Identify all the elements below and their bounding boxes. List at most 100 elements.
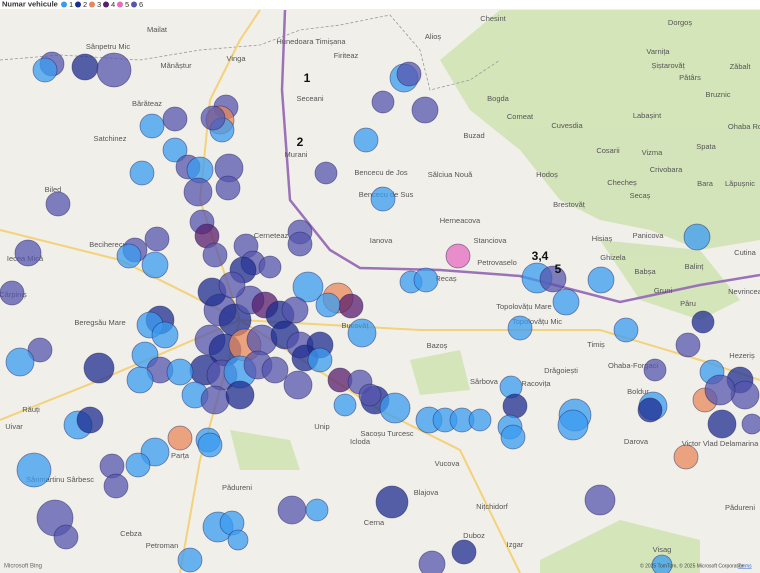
bubble [126, 366, 154, 394]
bubble [741, 413, 760, 435]
bubble [183, 177, 213, 207]
bubble [32, 57, 58, 83]
place-label: Zăbalt [730, 62, 752, 71]
legend-bar [0, 0, 760, 9]
bubble [637, 397, 663, 423]
bubbles [0, 51, 760, 573]
bubble [707, 409, 737, 439]
bubble [27, 337, 53, 363]
place-labels: Chesint Dorgoș Mailat Hunedoara Timișana Ali… [0, 14, 760, 554]
place-label: Topolovățu Mic [512, 317, 562, 326]
place-label: Herneacova [440, 216, 481, 225]
place-label: Cosarii [596, 146, 620, 155]
place-label: Pâru [680, 299, 696, 308]
place-label: Uivar [5, 422, 23, 431]
bubble [358, 383, 382, 407]
bubble [333, 393, 357, 417]
place-label: Firiteaz [334, 51, 359, 60]
bubble [691, 310, 715, 334]
bubble [643, 358, 667, 382]
bubble [125, 452, 151, 478]
bubble [353, 127, 379, 153]
bubble [218, 271, 246, 299]
bubble [418, 550, 446, 573]
place-label: Secaș [630, 191, 651, 200]
legend-label: 1 [69, 0, 73, 9]
place-label: Pădureni [725, 503, 755, 512]
bubble [552, 288, 580, 316]
bubble [379, 392, 411, 424]
bubble [0, 280, 25, 306]
bubble [584, 484, 616, 516]
place-label: Ohaba Ro [728, 122, 760, 131]
place-label: Cuvesdia [551, 121, 583, 130]
bubble [539, 265, 567, 293]
bubble [225, 380, 255, 410]
place-label: Icloda [350, 437, 371, 446]
place-label: Lăpușnic [725, 179, 755, 188]
place-label: Darova [624, 437, 649, 446]
place-label: Brestovăț [553, 200, 586, 209]
bubble [71, 53, 99, 81]
annotation: 1 [304, 71, 311, 85]
place-label: Hisiaș [592, 234, 613, 243]
place-label: Nevrincea [728, 287, 760, 296]
place-label: Checheș [607, 178, 637, 187]
place-label: Mailat [147, 25, 168, 34]
place-label: Seceani [296, 94, 323, 103]
bubble [200, 385, 230, 415]
place-label: Sacoșu Turcesc [360, 429, 414, 438]
place-label: Babșa [634, 267, 656, 276]
terms-link[interactable]: Terms [738, 563, 752, 569]
bubble [103, 473, 129, 499]
bubble [730, 380, 760, 410]
legend-label: 6 [139, 0, 143, 9]
place-label: Sânmartinu Sârbesc [26, 475, 94, 484]
place-label: Cutina [734, 248, 757, 257]
legend-swatch [75, 1, 81, 8]
place-label: Biled [45, 185, 62, 194]
bubble [283, 370, 313, 400]
bubble [96, 52, 132, 88]
place-label: Dorgoș [668, 18, 692, 27]
highway [280, 9, 760, 304]
place-label: Balinț [685, 262, 705, 271]
place-label: Topolovățu Mare [496, 302, 551, 311]
place-label: Nițchidorf [476, 502, 509, 511]
place-label: Cerna [364, 518, 385, 527]
bubble [202, 242, 228, 268]
annotation: 3,4 [532, 249, 549, 263]
bubble [468, 408, 492, 432]
bubble [675, 332, 701, 358]
place-label: Satchinez [94, 134, 127, 143]
legend-swatch [61, 1, 67, 8]
annotations: 123,45 [297, 71, 562, 276]
bubble [411, 96, 439, 124]
place-label: Varnița [646, 47, 670, 56]
bubble [197, 432, 223, 458]
bubble [502, 393, 528, 419]
bubble [45, 191, 71, 217]
bubble [162, 106, 188, 132]
bubble [177, 547, 203, 573]
bubble [141, 251, 169, 279]
bubble [83, 352, 115, 384]
bubble [315, 292, 341, 318]
place-label: Ohaba-Forgaci [608, 361, 658, 370]
place-label: Panicova [633, 231, 665, 240]
place-label: Hezeriș [729, 351, 755, 360]
legend-swatch [131, 1, 137, 8]
bubble [375, 485, 409, 519]
place-label: Petroman [146, 541, 179, 550]
place-label: Vinga [226, 54, 246, 63]
place-label: Unip [314, 422, 329, 431]
bubble [116, 243, 142, 269]
place-label: Comeat [507, 112, 534, 121]
bubble [683, 223, 711, 251]
place-label: Vucova [435, 459, 461, 468]
bubble [651, 554, 673, 573]
place-label: Răuți [22, 405, 40, 414]
place-label: Timiș [587, 340, 605, 349]
bubble [162, 137, 188, 163]
bubble [287, 231, 313, 257]
